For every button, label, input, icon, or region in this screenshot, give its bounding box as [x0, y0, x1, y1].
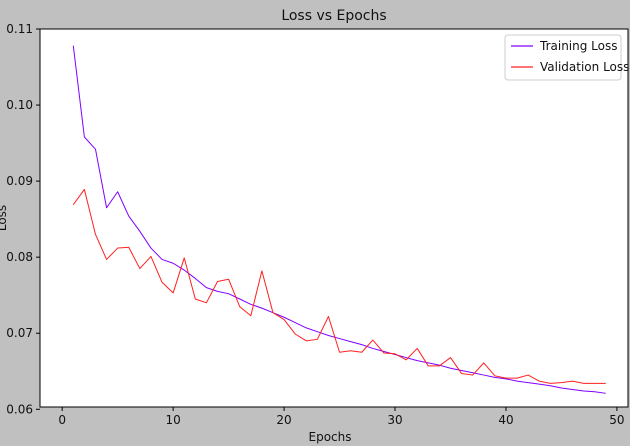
y-axis-ticks: 0.06 0.07 0.08 0.09 0.10 0.11	[6, 22, 40, 416]
legend-label-training: Training Loss	[539, 39, 617, 53]
validation-loss-line	[72, 188, 606, 384]
plot-area	[39, 28, 629, 408]
y-tick-label: 0.11	[6, 22, 33, 36]
legend-label-validation: Validation Loss	[540, 60, 629, 74]
x-tick-label: 30	[387, 413, 402, 427]
y-tick-label: 0.10	[6, 98, 33, 112]
training-loss-line	[72, 45, 606, 394]
y-tick-label: 0.09	[6, 174, 33, 188]
chart-title: Loss vs Epochs	[281, 8, 386, 24]
x-tick-label: 20	[276, 413, 291, 427]
legend-box	[504, 34, 622, 81]
y-tick-label: 0.07	[6, 326, 33, 340]
legend: Training Loss Validation Loss	[504, 34, 629, 81]
x-axis-ticks: 0 10 20 30 40 50	[58, 407, 625, 427]
x-tick-label: 50	[609, 413, 624, 427]
x-tick-label: 10	[165, 413, 180, 427]
x-axis-title: Epochs	[309, 430, 352, 444]
x-tick-label: 40	[498, 413, 513, 427]
series-lines	[72, 45, 606, 394]
y-tick-label: 0.06	[6, 402, 33, 416]
y-tick-label: 0.08	[6, 250, 33, 264]
x-tick-label: 0	[58, 413, 66, 427]
y-axis-title: Loss	[0, 205, 9, 231]
